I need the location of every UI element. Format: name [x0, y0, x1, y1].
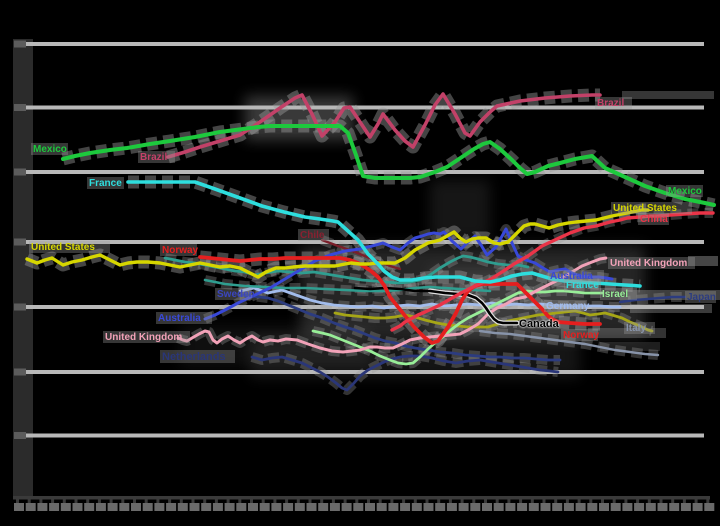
svg-text:Australia: Australia [158, 313, 201, 324]
svg-text:Brazil: Brazil [140, 152, 167, 163]
svg-text:China: China [640, 214, 668, 225]
svg-text:France: France [89, 178, 122, 189]
svg-text:United States: United States [31, 242, 95, 253]
svg-text:Israel: Israel [602, 289, 628, 300]
svg-text:France: France [566, 280, 599, 291]
svg-text:Australia: Australia [550, 271, 593, 282]
svg-text:Norway: Norway [162, 245, 199, 256]
svg-text:Norway: Norway [563, 330, 600, 341]
svg-text:Mexico: Mexico [668, 186, 702, 197]
svg-text:United Kingdom: United Kingdom [105, 332, 182, 343]
svg-text:Mexico: Mexico [33, 144, 67, 155]
svg-text:United States: United States [613, 203, 677, 214]
svg-text:Netherlands: Netherlands [162, 351, 226, 363]
svg-text:Chile: Chile [300, 230, 325, 241]
svg-text:Canada: Canada [519, 318, 560, 330]
svg-text:United Kingdom: United Kingdom [610, 258, 687, 269]
svg-text:Brazil: Brazil [597, 98, 624, 109]
svg-text:Germany: Germany [546, 301, 590, 312]
svg-text:Sweden: Sweden [217, 289, 255, 300]
svg-text:Japan: Japan [687, 292, 716, 303]
svg-text:Italy: Italy [626, 323, 646, 334]
